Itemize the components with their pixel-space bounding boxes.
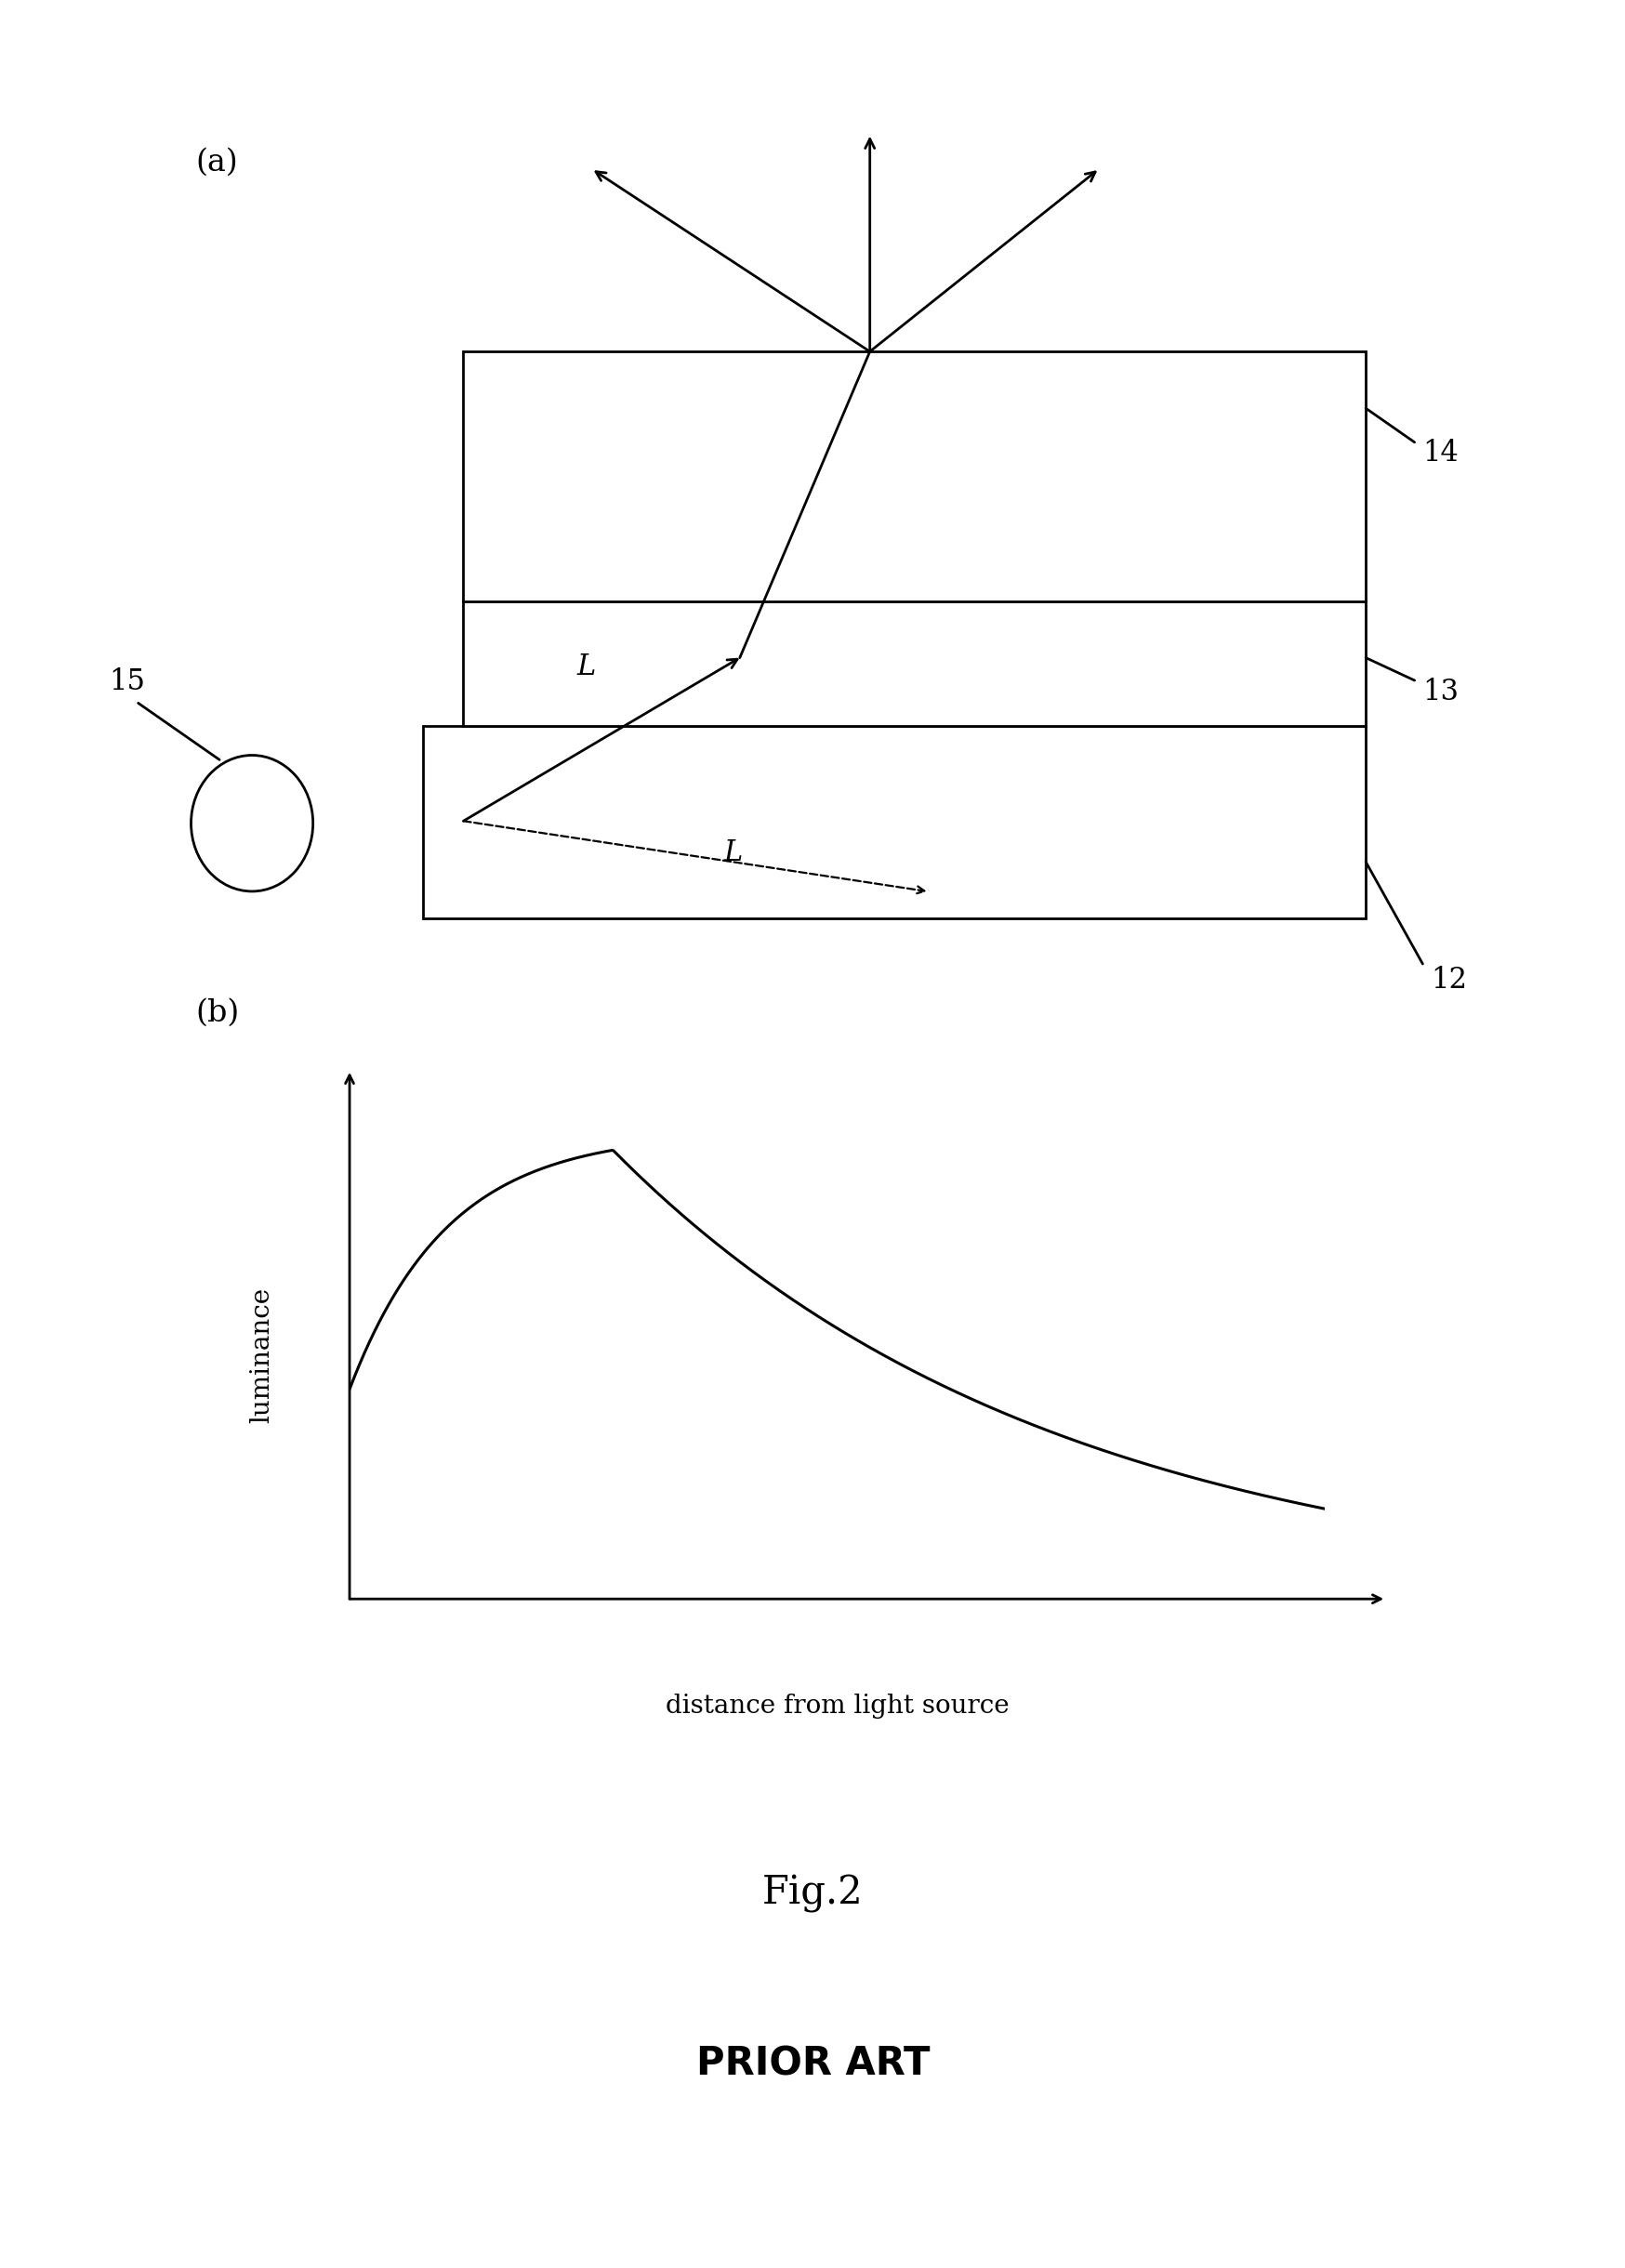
Ellipse shape bbox=[192, 755, 312, 891]
Text: Fig.2: Fig.2 bbox=[762, 1873, 863, 1914]
Text: L: L bbox=[577, 653, 596, 680]
Text: PRIOR ART: PRIOR ART bbox=[696, 2043, 930, 2084]
Text: (b): (b) bbox=[195, 998, 239, 1027]
Text: distance from light source: distance from light source bbox=[665, 1694, 1009, 1719]
Text: 14: 14 bbox=[1422, 440, 1458, 467]
Text: L: L bbox=[723, 839, 743, 866]
FancyBboxPatch shape bbox=[463, 601, 1365, 726]
Text: 12: 12 bbox=[1430, 966, 1466, 993]
Text: luminance: luminance bbox=[249, 1288, 275, 1422]
Text: (a): (a) bbox=[195, 147, 237, 177]
Text: 13: 13 bbox=[1422, 678, 1458, 705]
FancyBboxPatch shape bbox=[423, 726, 1365, 919]
Text: 15: 15 bbox=[109, 667, 145, 696]
FancyBboxPatch shape bbox=[463, 352, 1365, 601]
